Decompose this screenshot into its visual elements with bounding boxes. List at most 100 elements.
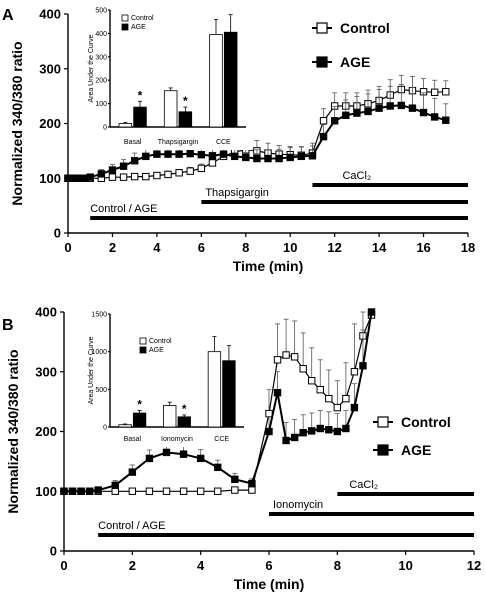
data-point (230, 152, 239, 161)
inset-bar (178, 111, 193, 128)
treatment-bar-label: CaCl₂ (342, 170, 371, 182)
treatment-bar (337, 492, 474, 496)
x-tick-label: 8 (334, 558, 341, 573)
inset-y-tick-label: 0 (103, 125, 107, 132)
data-point (316, 424, 324, 433)
significance-star: * (138, 88, 143, 102)
inset-category-label: CCE (214, 436, 229, 443)
inset-bar (177, 416, 191, 428)
data-point (128, 487, 137, 495)
data-point (197, 151, 206, 159)
chart-panel-b: B 0 100 200 300 400 0 2 4 6 8 10 12 Time (min) Normali… (2, 305, 481, 593)
chart-panel-a: A 0 100 200 300 400 0 2 4 6 8 10 12 14 16 18 Time (min) N… (2, 4, 475, 274)
inset-legend-label: AGE (149, 347, 164, 354)
data-point (119, 162, 128, 170)
x-tick-label: 14 (372, 240, 387, 255)
treatment-bar (90, 216, 468, 220)
legend-label: AGE (401, 442, 431, 458)
data-point (175, 169, 183, 177)
data-point (308, 152, 317, 160)
data-point (119, 173, 128, 181)
inset-y-tick-label: 200 (95, 78, 107, 85)
data-point (145, 454, 154, 463)
data-point (142, 152, 150, 161)
treatment-bar-label: CaCl₂ (349, 479, 378, 491)
panel-label: A (2, 7, 14, 24)
series-age (60, 308, 376, 495)
data-point (231, 486, 239, 494)
x-axis-label: Time (min) (234, 576, 305, 592)
treatment-bar-label: Control / AGE (98, 520, 165, 532)
data-point (86, 173, 94, 181)
data-point (330, 117, 339, 125)
inset-bar (209, 34, 223, 128)
data-point (319, 132, 328, 141)
y-tick-label: 200 (35, 424, 57, 439)
y-tick-label: 200 (39, 116, 61, 131)
inset-y-tick-label: 0 (103, 425, 107, 432)
y-tick-label: 300 (35, 364, 57, 379)
data-point (214, 487, 222, 495)
data-point (145, 487, 154, 495)
data-point (333, 403, 342, 412)
data-point (164, 170, 172, 179)
inset-legend-swatch (139, 337, 147, 345)
data-point (219, 150, 228, 158)
x-tick-label: 6 (265, 558, 272, 573)
data-point (265, 409, 273, 418)
data-point (68, 487, 77, 495)
inset-category-label: CCE (216, 139, 231, 146)
inset-legend-swatch (139, 346, 147, 354)
data-point (253, 154, 261, 163)
data-point (273, 388, 282, 397)
data-point (297, 152, 306, 161)
x-tick-label: 8 (242, 240, 249, 255)
data-point (77, 487, 85, 495)
legend-marker (377, 444, 389, 456)
data-point (430, 113, 439, 121)
inset-legend-swatch (121, 23, 129, 31)
data-point (197, 164, 206, 173)
legend-marker (316, 56, 328, 68)
legend-marker (377, 416, 389, 428)
inset-category-label: Ionomycin (161, 436, 193, 443)
inset-legend-label: AGE (131, 24, 146, 31)
x-tick-label: 4 (153, 240, 161, 255)
inset-legend-label: Control (149, 338, 172, 345)
x-tick-label: 2 (109, 240, 116, 255)
panel-label: B (2, 317, 14, 334)
significance-star: * (183, 94, 188, 108)
inset-y-axis-label: Area Under the Curve (88, 336, 95, 404)
data-point (342, 111, 350, 119)
data-point (153, 171, 161, 180)
data-point (319, 117, 328, 125)
x-tick-label: 12 (467, 558, 481, 573)
inset-legend-label: Control (131, 15, 154, 22)
inset-y-tick-label: 500 (95, 387, 107, 394)
x-tick-label: 16 (416, 240, 430, 255)
inset-y-tick-label: 1500 (91, 312, 107, 319)
inset-bar (207, 351, 222, 428)
data-point (186, 167, 194, 175)
data-point (350, 403, 359, 412)
data-point (408, 104, 417, 112)
data-point (442, 116, 450, 124)
inset-bar (132, 412, 147, 428)
inset-bar (118, 424, 132, 428)
y-tick-label: 0 (50, 544, 57, 559)
data-point (290, 433, 299, 442)
data-point (282, 436, 290, 445)
legend-marker (316, 22, 328, 34)
treatment-bar-label: Thapsigargin (205, 187, 269, 199)
data-point (275, 154, 283, 163)
inset-category-label: Basal (124, 139, 142, 146)
data-point (164, 150, 172, 158)
y-tick-label: 300 (39, 61, 61, 76)
data-point (130, 157, 139, 165)
data-point (442, 88, 450, 96)
data-point (94, 486, 102, 494)
data-point (353, 109, 361, 117)
data-point (108, 173, 117, 181)
data-point (265, 427, 273, 436)
